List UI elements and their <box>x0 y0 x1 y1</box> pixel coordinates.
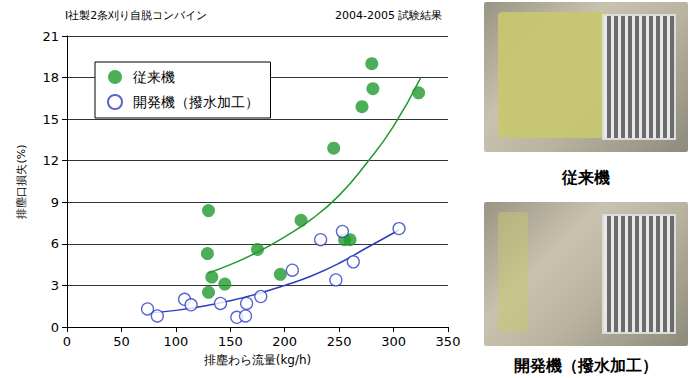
svg-text:2004-2005 試験結果: 2004-2005 試験結果 <box>335 9 442 22</box>
svg-text:18: 18 <box>42 70 59 85</box>
svg-text:15: 15 <box>42 112 59 127</box>
svg-text:200: 200 <box>272 334 297 349</box>
svg-text:250: 250 <box>327 334 352 349</box>
svg-text:21: 21 <box>42 29 59 44</box>
svg-text:排塵わら流量(kg/h): 排塵わら流量(kg/h) <box>204 353 312 367</box>
svg-text:開発機（撥水加工）: 開発機（撥水加工） <box>133 94 259 110</box>
svg-text:100: 100 <box>163 334 188 349</box>
svg-text:150: 150 <box>218 334 243 349</box>
html-text:従来機: 従来機 <box>562 168 610 187</box>
svg-text:従来機: 従来機 <box>133 69 175 85</box>
svg-text:6: 6 <box>51 236 59 251</box>
svg-text:50: 50 <box>113 334 130 349</box>
svg-text:350: 350 <box>436 334 461 349</box>
svg-text:3: 3 <box>51 278 59 293</box>
html-text:開発機（撥水加工）: 開発機（撥水加工） <box>514 356 658 375</box>
svg-text:0: 0 <box>51 320 59 335</box>
svg-text:0: 0 <box>63 334 71 349</box>
svg-text:9: 9 <box>51 195 59 210</box>
svg-text:300: 300 <box>381 334 406 349</box>
svg-text:排塵口損失(%): 排塵口損失(%) <box>15 144 28 218</box>
svg-text:12: 12 <box>42 153 59 168</box>
svg-text:I社製2条刈り自脱コンバイン: I社製2条刈り自脱コンバイン <box>65 9 207 22</box>
